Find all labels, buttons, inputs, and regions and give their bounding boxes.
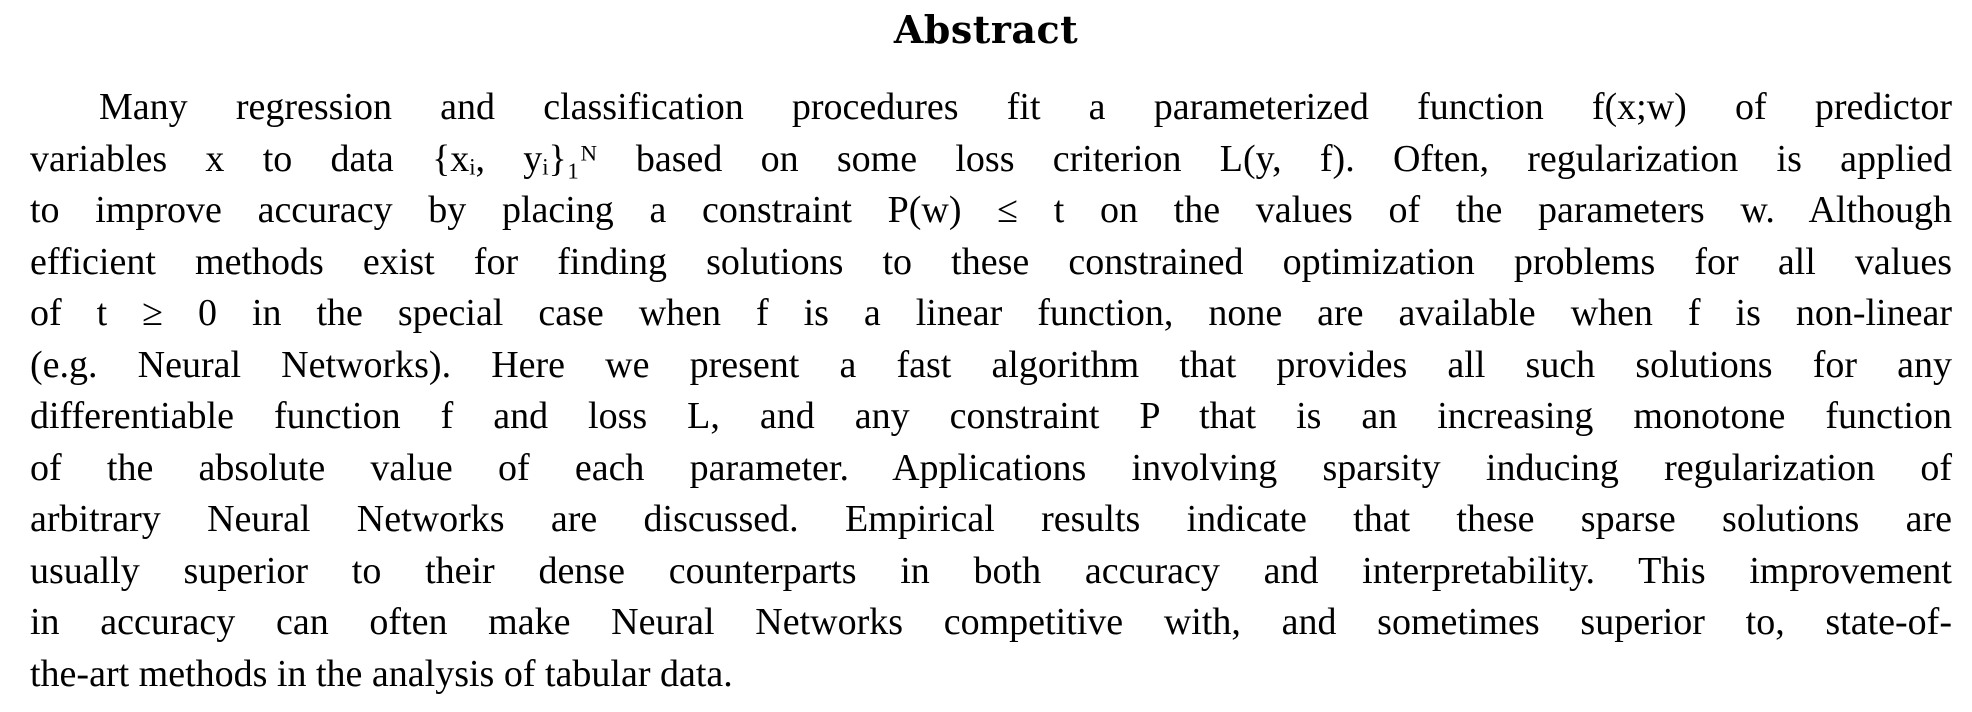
abstract-line-11: in accuracy can often make Neural Networ…: [30, 601, 1952, 643]
abstract-line-9: arbitrary Neural Networks are discussed.…: [30, 498, 1952, 540]
abstract-heading: Abstract: [893, 7, 1079, 52]
abstract-line-2: variables x to data {xᵢ, yᵢ}₁ᴺ based on …: [30, 137, 1952, 180]
abstract-line-4: efficient methods exist for finding solu…: [30, 240, 1952, 283]
abstract-line-1: Many regression and classification proce…: [99, 86, 1952, 128]
abstract-line-3: to improve accuracy by placing a constra…: [30, 189, 1952, 231]
abstract-line-6: (e.g. Neural Networks). Here we present …: [30, 343, 1952, 386]
abstract-line-12: the-art methods in the analysis of tabul…: [30, 652, 733, 695]
abstract-line-10: usually superior to their dense counterp…: [30, 549, 1952, 592]
abstract-line-5: of t ≥ 0 in the special case when f is a…: [30, 292, 1952, 334]
abstract-line-7: differentiable function f and loss L, an…: [30, 395, 1952, 437]
abstract-paragraph: Many regression and classification proce…: [30, 82, 1952, 700]
abstract-line-8: of the absolute value of each parameter.…: [30, 446, 1952, 489]
